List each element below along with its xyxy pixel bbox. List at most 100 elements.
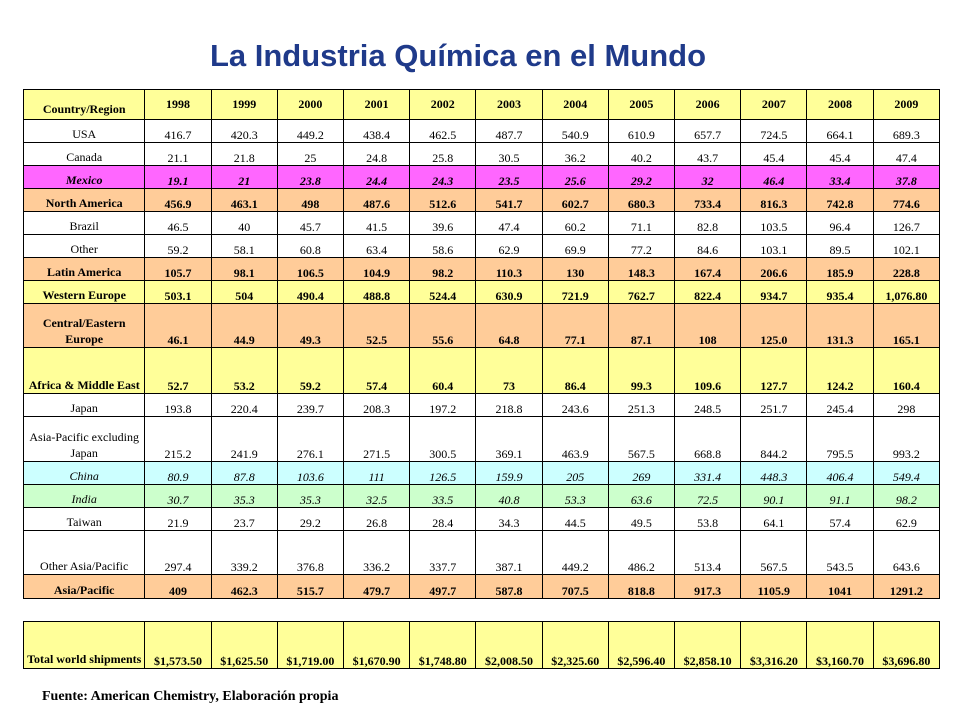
value-cell: 1291.2	[872, 574, 941, 599]
value-cell: 98.2	[872, 484, 941, 508]
row-label: Other Asia/Pacific	[22, 530, 146, 575]
table-row: North America 456.9 463.1 498 487.6 512.6 541.…	[22, 188, 941, 212]
year-header: 2009	[872, 89, 941, 120]
value-cell: 1041	[806, 574, 874, 599]
value-cell: 126.5	[409, 461, 477, 485]
total-value: $2,008.50	[475, 621, 543, 669]
value-cell: 35.3	[210, 484, 278, 508]
row-label: Japan	[22, 393, 146, 417]
table-row: Asia/Pacific 409 462.3 515.7 479.7 497.7 587.8…	[22, 574, 941, 599]
value-cell: 59.2	[144, 234, 212, 258]
row-label: Latin America	[22, 257, 146, 281]
value-cell: 71.1	[607, 211, 676, 235]
value-cell: 462.5	[409, 119, 477, 143]
value-cell: 795.5	[806, 416, 874, 462]
value-cell: 102.1	[872, 234, 941, 258]
value-cell: 46.4	[740, 165, 808, 189]
value-cell: 125.0	[740, 303, 808, 348]
row-label: Western Europe	[22, 280, 146, 304]
value-cell: 331.4	[674, 461, 742, 485]
value-cell: 21.8	[210, 142, 278, 166]
value-cell: 52.7	[144, 347, 212, 394]
row-label: Mexico	[22, 165, 146, 189]
value-cell: 91.1	[806, 484, 874, 508]
value-cell: 148.3	[607, 257, 676, 281]
value-cell: 69.9	[541, 234, 609, 258]
value-cell: 58.6	[409, 234, 477, 258]
value-cell: 36.2	[541, 142, 609, 166]
value-cell: 53.2	[210, 347, 278, 394]
table-row: Brazil 46.5 40 45.7 41.5 39.6 47.4 60.2 71.1 82.8…	[22, 211, 941, 235]
value-cell: 844.2	[740, 416, 808, 462]
table-row: Taiwan 21.9 23.7 29.2 26.8 28.4 34.3 44.5 49.5 53…	[22, 507, 941, 531]
value-cell: 487.7	[475, 119, 543, 143]
value-cell: 993.2	[872, 416, 941, 462]
value-cell: 448.3	[740, 461, 808, 485]
value-cell: 84.6	[674, 234, 742, 258]
value-cell: 19.1	[144, 165, 212, 189]
value-cell: 62.9	[475, 234, 543, 258]
value-cell: 110.3	[475, 257, 543, 281]
value-cell: 218.8	[475, 393, 543, 417]
value-cell: 64.8	[475, 303, 543, 348]
value-cell: 251.7	[740, 393, 808, 417]
value-cell: 630.9	[475, 280, 543, 304]
value-cell: 72.5	[674, 484, 742, 508]
value-cell: 45.4	[740, 142, 808, 166]
value-cell: 77.2	[607, 234, 676, 258]
row-label: USA	[22, 119, 146, 143]
value-cell: 23.7	[210, 507, 278, 531]
value-cell: 504	[210, 280, 278, 304]
value-cell: 64.1	[740, 507, 808, 531]
total-value: $1,625.50	[210, 621, 278, 669]
value-cell: 498	[276, 188, 345, 212]
value-cell: 276.1	[276, 416, 345, 462]
value-cell: 416.7	[144, 119, 212, 143]
value-cell: 456.9	[144, 188, 212, 212]
year-header: 2000	[276, 89, 345, 120]
value-cell: 98.2	[409, 257, 477, 281]
value-cell: 109.6	[674, 347, 742, 394]
value-cell: 934.7	[740, 280, 808, 304]
value-cell: 524.4	[409, 280, 477, 304]
value-cell: 53.3	[541, 484, 609, 508]
value-cell: 29.2	[607, 165, 676, 189]
value-cell: 98.1	[210, 257, 278, 281]
value-cell: 724.5	[740, 119, 808, 143]
value-cell: 30.5	[475, 142, 543, 166]
value-cell: 52.5	[342, 303, 411, 348]
row-label: Asia/Pacific	[22, 574, 146, 599]
value-cell: 59.2	[276, 347, 345, 394]
year-header: 2001	[342, 89, 411, 120]
total-row: Total world shipments $1,573.50 $1,625.50 $…	[22, 621, 941, 669]
row-label: Other	[22, 234, 146, 258]
value-cell: 543.5	[806, 530, 874, 575]
total-value: $2,325.60	[541, 621, 609, 669]
value-cell: 248.5	[674, 393, 742, 417]
value-cell: 228.8	[872, 257, 941, 281]
value-cell: 336.2	[342, 530, 411, 575]
value-cell: 300.5	[409, 416, 477, 462]
value-cell: 251.3	[607, 393, 676, 417]
value-cell: 103.6	[276, 461, 345, 485]
value-cell: 721.9	[541, 280, 609, 304]
value-cell: 46.1	[144, 303, 212, 348]
value-cell: 503.1	[144, 280, 212, 304]
year-header: 2008	[806, 89, 874, 120]
value-cell: 488.8	[342, 280, 411, 304]
value-cell: 463.1	[210, 188, 278, 212]
value-cell: 25.6	[541, 165, 609, 189]
year-header: 2006	[674, 89, 742, 120]
value-cell: 420.3	[210, 119, 278, 143]
table-row: Asia-Pacific excluding Japan 215.2 241.9 27…	[22, 416, 941, 462]
value-cell: 32	[674, 165, 742, 189]
value-cell: 34.3	[475, 507, 543, 531]
year-header: 2004	[541, 89, 609, 120]
value-cell: 44.9	[210, 303, 278, 348]
value-cell: 39.6	[409, 211, 477, 235]
value-cell: 540.9	[541, 119, 609, 143]
value-cell: 643.6	[872, 530, 941, 575]
value-cell: 438.4	[342, 119, 411, 143]
value-cell: 376.8	[276, 530, 345, 575]
value-cell: 87.8	[210, 461, 278, 485]
